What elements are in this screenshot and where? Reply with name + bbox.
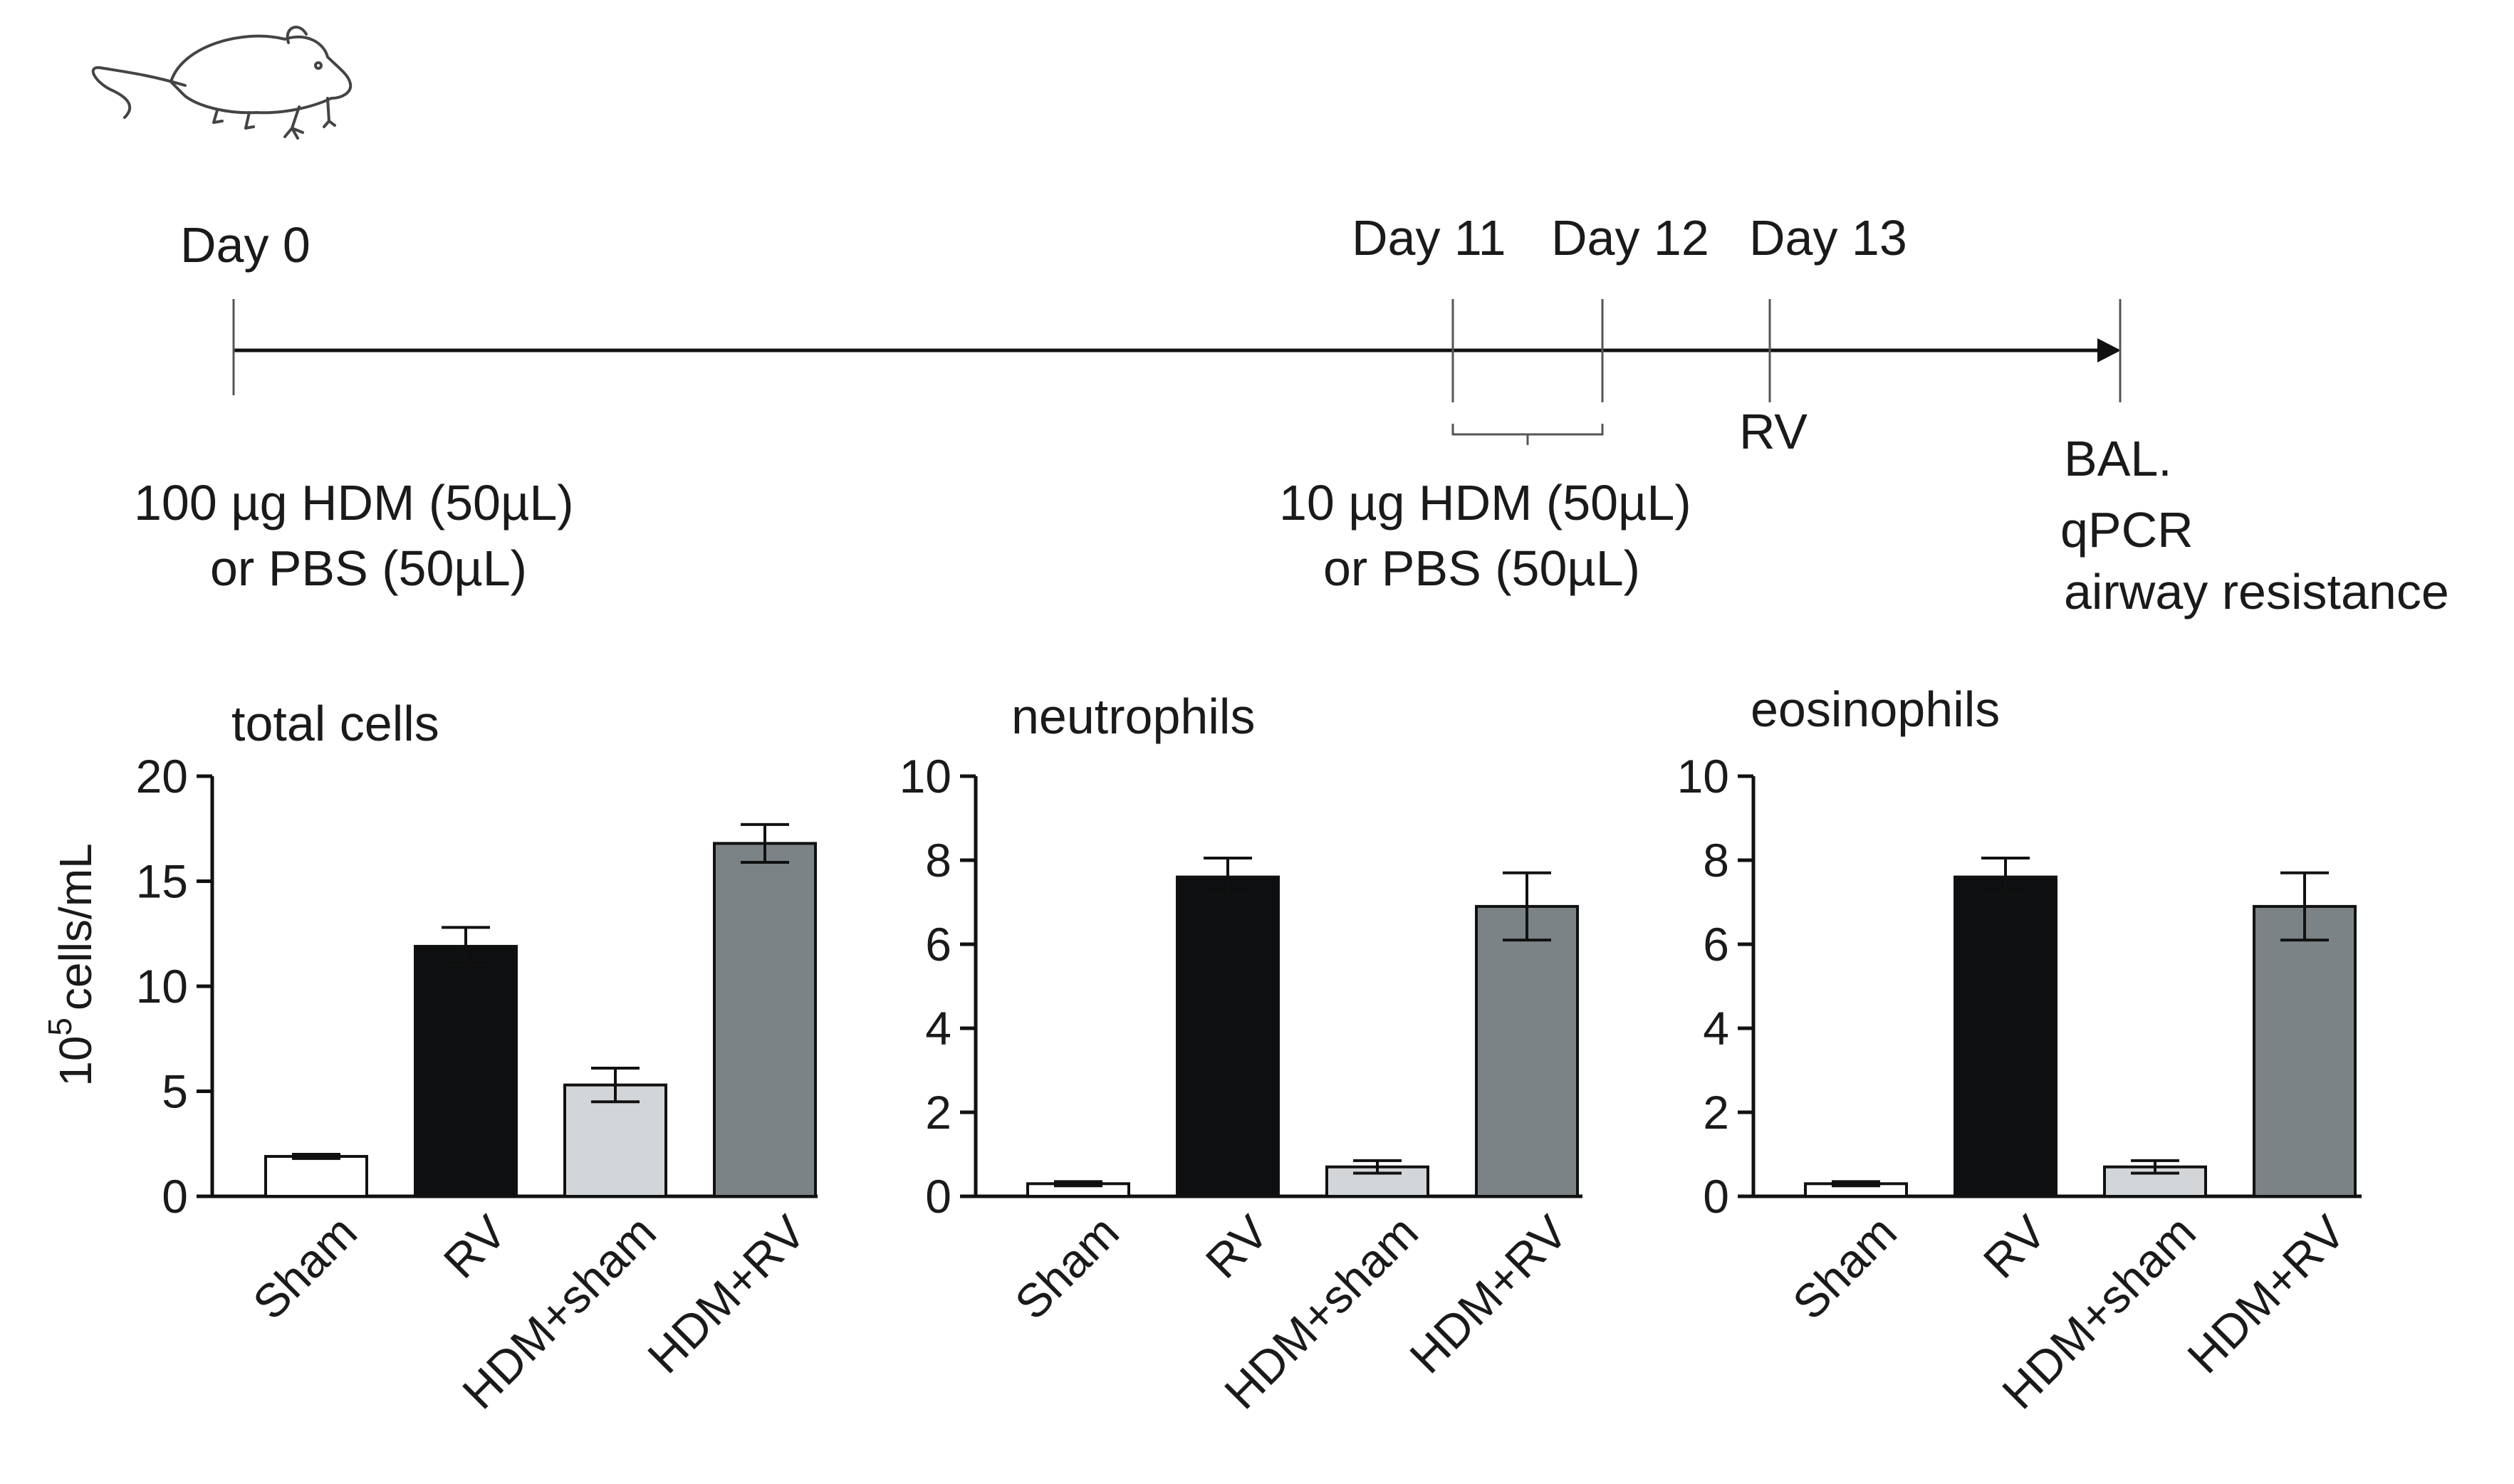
category-label: Sham [1005, 1206, 1129, 1329]
mouse-icon [91, 26, 353, 140]
chart-title: eosinophils [1751, 681, 2000, 737]
endpoint-line2: qPCR [2060, 502, 2194, 558]
timeline: Day 0 Day 11 Day 12 Day 13 RV 100 µg HDM… [134, 210, 2449, 620]
category-label: HDM+RV [1399, 1206, 1577, 1384]
y-tick-label: 10 [1677, 750, 1729, 803]
category-label: HDM+RV [637, 1206, 815, 1384]
bar-rv [1954, 875, 2057, 1198]
dose-bracket [1451, 424, 1604, 445]
rv-label: RV [1739, 404, 1808, 459]
y-tick-label: 4 [1703, 1002, 1729, 1055]
y-tick-label: 8 [925, 834, 951, 887]
day13-label: Day 13 [1749, 210, 1907, 266]
bar-hdm-rv [2253, 904, 2357, 1198]
day0-label: Day 0 [180, 217, 311, 273]
y-tick-label: 5 [162, 1065, 188, 1118]
category-label: RV [434, 1206, 516, 1288]
y-tick-label: 4 [925, 1002, 951, 1055]
chart-title: total cells [231, 696, 439, 751]
endpoint-line3: airway resistance [2064, 564, 2449, 620]
y-tick-label: 15 [136, 855, 188, 908]
y-tick-label: 2 [925, 1086, 951, 1139]
y-tick-label: 10 [136, 960, 188, 1013]
bar-hdm-rv [1475, 904, 1579, 1198]
y-tick-label: 10 [899, 750, 951, 803]
endpoint-line1: BAL. [2064, 431, 2172, 486]
dose-day0-line2: or PBS (50µL) [210, 540, 527, 596]
category-label: Sham [1783, 1206, 1907, 1329]
y-tick-label: 2 [1703, 1086, 1729, 1139]
bar-sham [264, 1154, 368, 1198]
y-tick-label: 6 [925, 918, 951, 971]
timeline-arrowhead [2097, 338, 2121, 362]
y-tick-label: 0 [925, 1170, 951, 1223]
dose-day0-line1: 100 µg HDM (50µL) [134, 475, 574, 531]
bar-rv [1176, 875, 1280, 1198]
y-tick-label: 8 [1703, 834, 1729, 887]
y-tick-label: 20 [136, 750, 188, 803]
y-axis-label: 105cells/mL [41, 843, 101, 1087]
y-tick-label: 0 [1703, 1170, 1729, 1223]
category-label: HDM+RV [2177, 1206, 2355, 1384]
category-label: Sham [243, 1206, 367, 1329]
bar-hdm-rv [713, 842, 817, 1198]
bar-rv [414, 944, 518, 1198]
dose-day11-line2: or PBS (50µL) [1323, 540, 1640, 596]
chart-title: neutrophils [1011, 689, 1255, 744]
category-label: RV [1196, 1206, 1278, 1288]
y-tick-label: 0 [162, 1170, 188, 1223]
dose-day11-line1: 10 µg HDM (50µL) [1279, 475, 1691, 531]
day12-label: Day 12 [1551, 210, 1709, 266]
day11-label: Day 11 [1352, 210, 1506, 266]
y-tick-label: 6 [1703, 918, 1729, 971]
category-label: RV [1973, 1206, 2056, 1288]
